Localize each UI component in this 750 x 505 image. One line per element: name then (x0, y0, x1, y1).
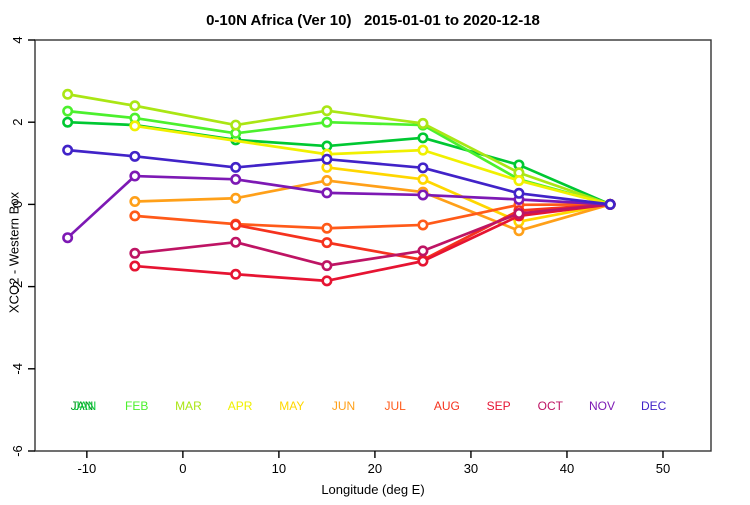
data-point-mar (62, 88, 74, 100)
month-label-may: MAY (279, 399, 304, 413)
data-point-oct (417, 245, 429, 257)
data-point-sep (417, 255, 429, 267)
data-point-sep (129, 260, 141, 272)
data-point-nov (321, 187, 333, 199)
data-point-oct (513, 207, 525, 219)
x-axis-label: Longitude (deg E) (321, 482, 425, 497)
data-point-jan (417, 132, 429, 144)
data-point-dec (513, 187, 525, 199)
month-label-shadow-jan: JAN (71, 399, 94, 413)
x-axis-tick-label: 50 (656, 461, 670, 476)
data-point-aug (230, 219, 242, 231)
data-point-nov (62, 232, 74, 244)
data-point-feb (62, 105, 74, 117)
month-label-apr: APR (228, 399, 253, 413)
data-point-nov (129, 170, 141, 182)
data-point-dec (321, 153, 333, 165)
series-line-may (326, 166, 611, 224)
data-point-oct (321, 260, 333, 272)
y-axis-tick-label: 2 (10, 119, 25, 126)
month-label-jun: JUN (332, 399, 355, 413)
data-point-dec (230, 161, 242, 173)
data-point-feb (321, 116, 333, 128)
data-point-oct (129, 247, 141, 259)
data-point-dec (604, 198, 616, 210)
x-axis-tick-label: 30 (464, 461, 478, 476)
data-point-mar (129, 100, 141, 112)
data-point-jun (321, 175, 333, 187)
month-label-sep: SEP (487, 399, 511, 413)
data-point-jun (230, 192, 242, 204)
chart-title: 0-10N Africa (Ver 10) 2015-01-01 to 2020… (206, 12, 540, 29)
data-point-sep (230, 268, 242, 280)
y-axis-tick-label: -2 (10, 281, 25, 293)
y-axis-tick-label: -6 (10, 445, 25, 457)
data-point-nov (417, 189, 429, 201)
data-point-dec (417, 162, 429, 174)
month-label-feb: FEB (125, 399, 148, 413)
data-point-jul (321, 222, 333, 234)
plot-box (34, 39, 712, 452)
series-line-jul (134, 203, 611, 230)
data-point-mar (321, 105, 333, 117)
x-axis-tick-label: 0 (179, 461, 186, 476)
y-axis-tick-label: 4 (10, 36, 25, 43)
data-point-nov (230, 173, 242, 185)
data-point-jun (513, 225, 525, 237)
data-point-apr (513, 175, 525, 187)
month-label-mar: MAR (175, 399, 202, 413)
data-point-may (417, 173, 429, 185)
x-axis-tick-label: 10 (272, 461, 286, 476)
data-point-jul (129, 210, 141, 222)
data-point-jun (129, 196, 141, 208)
month-label-jul: JUL (385, 399, 407, 413)
y-axis-tick-label: 0 (10, 201, 25, 208)
month-label-oct: OCT (538, 399, 564, 413)
month-label-dec: DEC (641, 399, 667, 413)
data-point-apr (417, 144, 429, 156)
series-line-jun (134, 179, 611, 233)
data-point-jan (62, 116, 74, 128)
series-line-sep (134, 203, 611, 283)
x-axis-tick-label: -10 (77, 461, 96, 476)
data-point-dec (129, 150, 141, 162)
data-point-mar (230, 119, 242, 131)
x-axis-tick-label: 40 (560, 461, 574, 476)
data-point-mar (417, 117, 429, 129)
series-line-mar (67, 92, 611, 206)
x-axis-tick-label: 20 (368, 461, 382, 476)
month-label-aug: AUG (434, 399, 460, 413)
data-point-jul (417, 219, 429, 231)
data-point-oct (230, 236, 242, 248)
y-axis-tick-label: -4 (10, 363, 25, 375)
month-label-jan: JAN (74, 399, 97, 413)
data-point-apr (129, 120, 141, 132)
month-label-nov: NOV (589, 399, 615, 413)
data-point-sep (321, 275, 333, 287)
y-axis-label: XCO2 - Western Box (6, 191, 22, 314)
series-line-oct (134, 203, 611, 267)
data-point-aug (321, 237, 333, 249)
data-point-dec (62, 144, 74, 156)
